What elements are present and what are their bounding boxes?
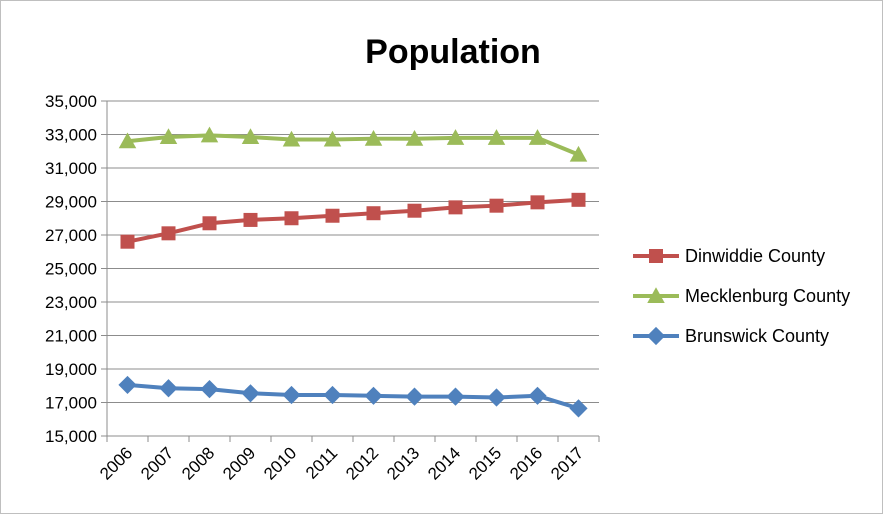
data-point bbox=[528, 129, 547, 145]
x-tick-label: 2010 bbox=[260, 443, 300, 483]
axes: 15,000 17,000 19,000 21,000 23,000 25,000 27,0… bbox=[45, 92, 600, 484]
data-point bbox=[202, 216, 217, 231]
x-tick-label: 2009 bbox=[219, 443, 259, 483]
data-point bbox=[571, 192, 586, 207]
legend-label: Dinwiddie County bbox=[685, 246, 825, 266]
y-tick-label: 33,000 bbox=[45, 126, 97, 145]
gridlines bbox=[107, 100, 599, 437]
data-point bbox=[159, 128, 178, 145]
legend-label: Mecklenburg County bbox=[685, 286, 850, 306]
data-point bbox=[528, 386, 547, 405]
data-point bbox=[159, 379, 178, 398]
data-point bbox=[569, 399, 588, 418]
y-tick-label: 31,000 bbox=[45, 159, 97, 178]
data-point bbox=[284, 211, 299, 226]
data-point bbox=[446, 387, 465, 406]
y-tick-label: 27,000 bbox=[45, 226, 97, 245]
data-point bbox=[323, 130, 342, 147]
y-tick-label: 29,000 bbox=[45, 193, 97, 212]
y-tick-label: 17,000 bbox=[45, 394, 97, 413]
data-point bbox=[325, 208, 340, 223]
data-point bbox=[364, 386, 383, 405]
data-point bbox=[366, 206, 381, 221]
data-point bbox=[405, 129, 424, 146]
data-point bbox=[241, 128, 260, 145]
x-tick-label: 2007 bbox=[137, 443, 177, 483]
data-point bbox=[364, 129, 383, 146]
data-point bbox=[120, 234, 135, 249]
data-point bbox=[487, 388, 506, 407]
data-point bbox=[200, 126, 219, 143]
y-tick-label: 21,000 bbox=[45, 327, 97, 346]
data-point bbox=[118, 375, 137, 395]
data-point bbox=[646, 326, 666, 346]
data-point bbox=[489, 198, 504, 213]
series-lines bbox=[118, 126, 588, 418]
data-point bbox=[649, 249, 663, 263]
data-point bbox=[323, 385, 342, 405]
x-tick-label: 2006 bbox=[96, 443, 136, 483]
y-tick-label: 15,000 bbox=[45, 427, 97, 446]
y-tick-label: 19,000 bbox=[45, 360, 97, 379]
x-tick-label: 2011 bbox=[302, 443, 341, 482]
data-point bbox=[282, 130, 301, 147]
data-point bbox=[530, 195, 545, 210]
data-point bbox=[243, 212, 258, 227]
y-tick-label: 35,000 bbox=[45, 92, 97, 111]
x-tick-label: 2014 bbox=[424, 443, 464, 483]
x-tick-label: 2012 bbox=[342, 443, 382, 483]
data-point bbox=[241, 384, 260, 403]
data-point bbox=[569, 145, 588, 162]
x-tick-label: 2016 bbox=[506, 443, 546, 483]
legend-label: Brunswick County bbox=[685, 326, 829, 346]
data-point bbox=[647, 287, 665, 303]
x-tick-label: 2017 bbox=[547, 443, 587, 483]
legend: Dinwiddie County Mecklenburg County Brunsw… bbox=[633, 246, 850, 346]
chart-title: Population bbox=[365, 33, 541, 71]
data-point bbox=[200, 380, 219, 399]
data-point bbox=[405, 387, 424, 406]
x-tick-label: 2015 bbox=[465, 443, 505, 483]
series-line bbox=[127, 382, 580, 411]
data-point bbox=[487, 129, 506, 145]
x-tick-label: 2013 bbox=[383, 443, 423, 483]
data-point bbox=[282, 385, 301, 405]
y-tick-label: 25,000 bbox=[45, 260, 97, 279]
x-tick-label: 2008 bbox=[178, 443, 218, 483]
data-point bbox=[446, 129, 465, 145]
data-point bbox=[161, 226, 176, 241]
data-point bbox=[118, 132, 137, 149]
data-point bbox=[407, 203, 422, 218]
y-tick-label: 23,000 bbox=[45, 293, 97, 312]
series-line bbox=[127, 133, 580, 157]
data-point bbox=[448, 200, 463, 215]
